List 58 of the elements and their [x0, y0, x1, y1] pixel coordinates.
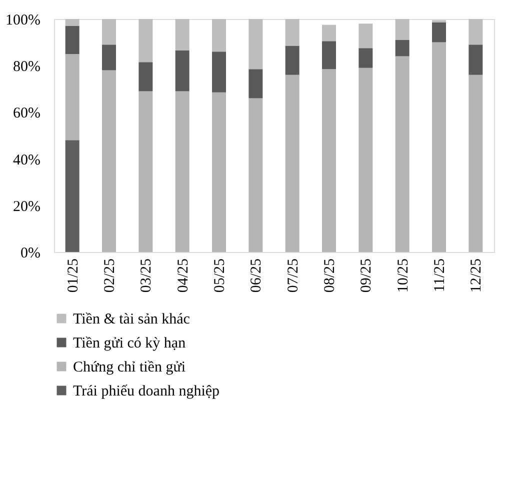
legend-label: Tiền gửi có kỳ hạn: [73, 336, 186, 352]
x-tick-label: 08/25: [322, 258, 338, 293]
legend-label: Trái phiếu doanh nghiệp: [73, 384, 220, 400]
bar: [102, 70, 116, 252]
bar: [285, 19, 300, 46]
bar: [358, 48, 373, 68]
bar: [285, 46, 300, 75]
bar: [285, 74, 300, 252]
bar: [432, 42, 446, 252]
legend-label: Tiền & tài sản khác: [73, 312, 190, 328]
bar: [65, 54, 80, 140]
x-tick-label: 05/25: [212, 258, 228, 293]
x-tick-label: 09/25: [358, 258, 375, 293]
bar: [138, 19, 153, 62]
bar: [175, 19, 190, 50]
bar: [102, 19, 116, 45]
bar: [358, 24, 373, 48]
x-tick-label: 07/25: [285, 258, 302, 293]
x-tick-label: 11/25: [432, 258, 448, 292]
bar: [212, 92, 226, 252]
bar: [468, 44, 483, 75]
x-tick-label: 02/25: [102, 258, 118, 293]
bar: [322, 41, 336, 70]
bar: [468, 19, 483, 45]
bar: [102, 44, 116, 70]
x-tick-label: 12/25: [468, 258, 485, 293]
bar: [212, 19, 226, 52]
bar: [395, 40, 410, 56]
bar: [432, 22, 446, 42]
legend-label: Chứng chỉ tiền gửi: [73, 360, 186, 376]
bar: [358, 68, 373, 252]
bar: [175, 91, 190, 252]
bar: [212, 52, 226, 92]
bar: [138, 62, 153, 92]
x-tick-label: 03/25: [138, 258, 155, 293]
bar: [65, 140, 80, 252]
bar: [395, 19, 410, 40]
bar: [138, 91, 153, 252]
y-tick-label: 20%: [13, 198, 40, 215]
bar: [248, 19, 263, 70]
bar: [65, 26, 80, 54]
bar: [65, 19, 80, 26]
y-tick-label: 100%: [6, 12, 40, 28]
y-tick-label: 60%: [13, 106, 40, 122]
y-tick-label: 80%: [13, 59, 40, 76]
bar: [395, 56, 410, 252]
bar: [468, 74, 483, 252]
x-tick-label: 04/25: [175, 258, 192, 293]
y-tick-label: 0%: [20, 246, 40, 262]
bar: [322, 69, 336, 252]
x-tick-label: 01/25: [65, 258, 82, 293]
bar: [248, 69, 263, 98]
bar: [322, 24, 336, 42]
bar: [248, 98, 263, 252]
x-tick-label: 10/25: [395, 258, 412, 293]
bar: [175, 50, 190, 92]
y-tick-label: 40%: [13, 152, 40, 168]
x-tick-label: 06/25: [248, 258, 265, 293]
